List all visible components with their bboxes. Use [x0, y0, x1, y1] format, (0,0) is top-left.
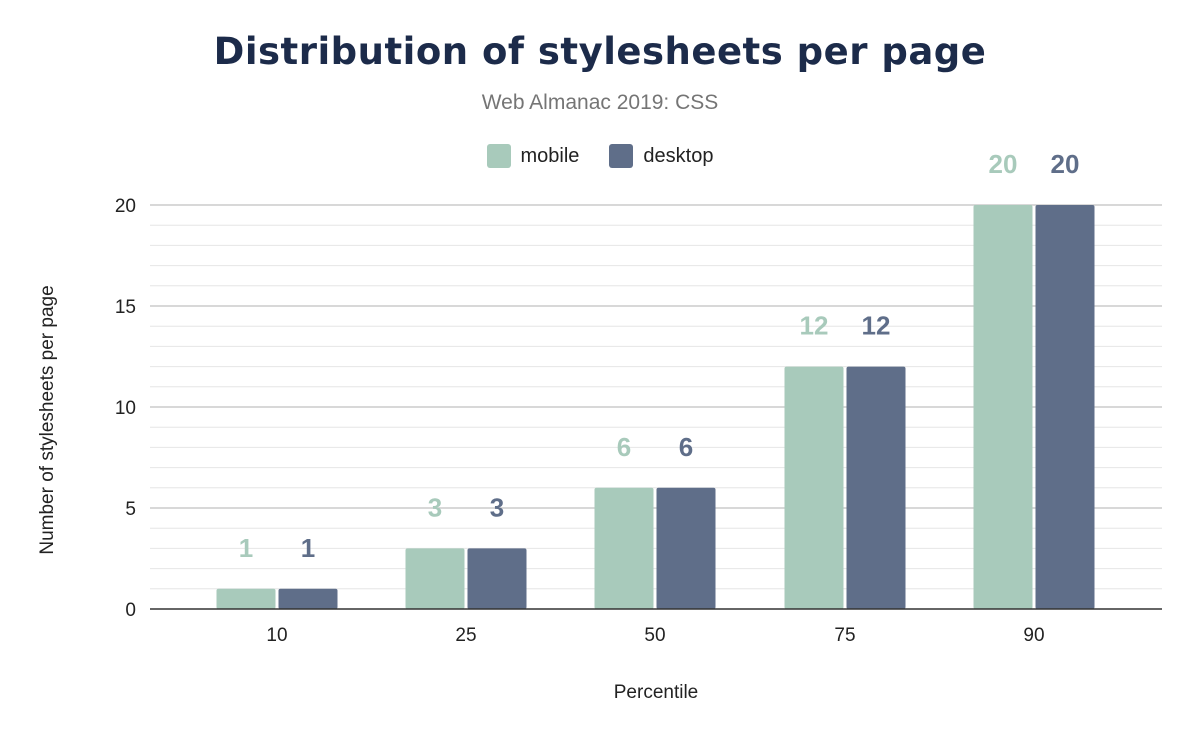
x-tick-label: 10	[266, 625, 287, 646]
y-tick-label: 20	[115, 196, 136, 217]
legend: mobile desktop	[0, 144, 1200, 168]
y-tick-label: 0	[125, 600, 136, 621]
y-axis-label: Number of stylesheets per page	[37, 285, 58, 554]
data-label-desktop: 1	[301, 533, 315, 563]
bar-mobile	[216, 588, 276, 609]
data-label-desktop: 6	[679, 432, 693, 462]
legend-label-desktop: desktop	[643, 144, 714, 167]
bar-mobile	[594, 487, 654, 609]
bar-desktop	[656, 487, 716, 609]
data-label-mobile: 3	[428, 492, 442, 522]
bar-mobile	[973, 205, 1033, 609]
y-tick-label: 15	[115, 297, 136, 318]
y-tick-label: 10	[115, 398, 136, 419]
chart-title: Distribution of stylesheets per page	[213, 30, 987, 73]
bar-desktop	[278, 588, 338, 609]
data-label-mobile: 1	[239, 533, 253, 563]
chart-subtitle: Web Almanac 2019: CSS	[481, 91, 719, 114]
x-tick-label: 50	[644, 625, 665, 646]
data-label-mobile: 6	[617, 432, 631, 462]
bar-desktop	[846, 366, 906, 609]
x-tick-label: 25	[455, 625, 476, 646]
data-label-mobile: 12	[800, 311, 829, 341]
y-tick-label: 5	[125, 499, 136, 520]
bar-desktop	[1035, 205, 1095, 609]
legend-swatch-mobile	[486, 144, 511, 168]
bar-mobile	[784, 366, 844, 609]
bar-mobile	[405, 548, 465, 609]
legend-item-desktop[interactable]: desktop	[609, 144, 713, 168]
x-axis-label: Percentile	[614, 682, 699, 703]
legend-label-mobile: mobile	[520, 144, 580, 167]
data-label-desktop: 3	[490, 492, 504, 522]
legend-item-mobile[interactable]: mobile	[486, 144, 580, 168]
data-label-mobile: 20	[989, 149, 1018, 179]
data-label-desktop: 20	[1051, 149, 1080, 179]
legend-swatch-desktop	[609, 144, 634, 168]
data-label-desktop: 12	[862, 311, 891, 341]
x-tick-label: 75	[834, 625, 855, 646]
x-tick-label: 90	[1023, 625, 1044, 646]
bar-desktop	[467, 548, 527, 609]
